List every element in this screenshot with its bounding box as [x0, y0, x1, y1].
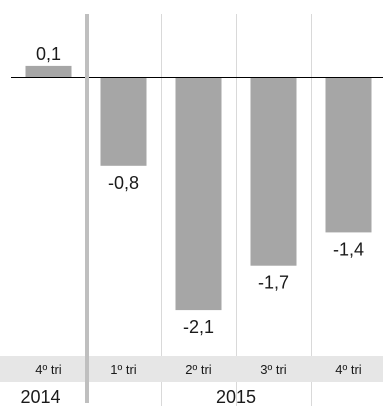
gridlines: [0, 14, 383, 406]
data-labels: 0,1 -0,8 -2,1 -1,7 -1,4: [36, 44, 364, 337]
bar: [250, 77, 297, 266]
x-tick-label: 4º tri: [35, 362, 62, 377]
bar: [25, 65, 72, 77]
tick-label-band: [0, 356, 383, 382]
year-label: 2015: [216, 387, 256, 406]
data-label: -2,1: [183, 317, 214, 337]
year-separator: [85, 14, 89, 403]
bar: [325, 77, 372, 233]
x-tick-label: 1º tri: [110, 362, 137, 377]
bar: [175, 77, 222, 311]
data-label: -0,8: [108, 173, 139, 193]
x-tick-label: 3º tri: [260, 362, 287, 377]
data-label: -1,4: [333, 239, 364, 259]
bars: [25, 65, 372, 311]
data-label: -1,7: [258, 273, 289, 293]
year-label: 2014: [20, 387, 60, 406]
x-axis: 4º tri 1º tri 2º tri 3º tri 4º tri 2014 2015: [11, 14, 383, 407]
bar: [100, 77, 147, 166]
x-tick-label: 4º tri: [335, 362, 362, 377]
data-label: 0,1: [36, 44, 61, 64]
x-tick-label: 2º tri: [185, 362, 212, 377]
